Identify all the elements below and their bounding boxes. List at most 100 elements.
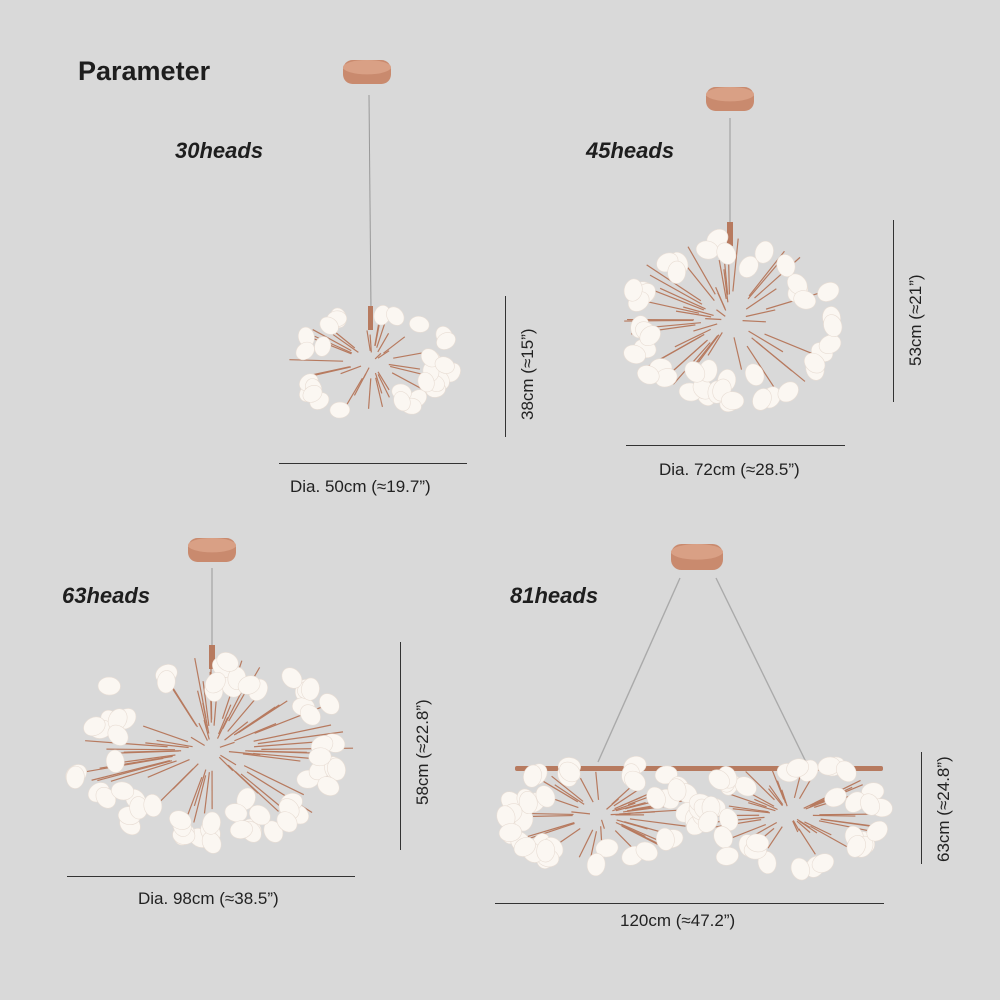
height-label-81: 63cm (≈24.8”) bbox=[934, 756, 953, 862]
leaf-icon bbox=[319, 693, 340, 715]
leaf-icon bbox=[202, 811, 221, 835]
leaf-icon bbox=[623, 278, 643, 302]
leaf-icon bbox=[639, 325, 661, 346]
height-line-30 bbox=[505, 296, 506, 437]
leaf-icon bbox=[738, 255, 759, 278]
heads-label-81: 81heads bbox=[510, 583, 599, 608]
leaf-icon bbox=[777, 381, 799, 403]
leaf-icon bbox=[434, 356, 455, 374]
leaf-icon bbox=[317, 776, 340, 796]
leaf-icon bbox=[860, 793, 880, 816]
diameter-label-81: 120cm (≈47.2”) bbox=[620, 911, 736, 930]
leaf-icon bbox=[708, 769, 730, 790]
leaf-icon bbox=[409, 315, 430, 333]
leaf-icon bbox=[107, 724, 129, 746]
leaf-icon bbox=[754, 240, 774, 264]
leaf-icon bbox=[308, 747, 332, 767]
leaf-icon bbox=[329, 401, 351, 419]
leaf-icon bbox=[281, 667, 303, 689]
leaf-icon bbox=[536, 839, 555, 863]
leaf-icon bbox=[513, 837, 536, 857]
leaf-icon bbox=[776, 254, 796, 277]
leaf-icon bbox=[237, 675, 261, 695]
leaf-icon bbox=[301, 677, 320, 701]
leaf-icon bbox=[786, 758, 810, 778]
leaf-icon bbox=[498, 823, 522, 842]
leaf-icon bbox=[586, 853, 606, 877]
leaf-icon bbox=[386, 306, 405, 326]
leaf-icon bbox=[299, 704, 321, 726]
leaf-icon bbox=[83, 716, 106, 737]
leaf-icon bbox=[646, 786, 666, 810]
leaf-icon bbox=[716, 242, 737, 265]
leaf-icon bbox=[667, 260, 686, 284]
diameter-label-45: Dia. 72cm (≈28.5”) bbox=[659, 460, 800, 479]
leaf-icon bbox=[635, 841, 658, 862]
leaf-icon bbox=[811, 853, 835, 873]
leaf-icon bbox=[836, 760, 857, 783]
height-line-45 bbox=[893, 220, 894, 402]
leaf-icon bbox=[276, 811, 298, 833]
heads-label-30: 30heads bbox=[175, 138, 264, 163]
leaf-icon bbox=[744, 363, 765, 386]
leaf-icon bbox=[417, 371, 435, 393]
leaf-icon bbox=[719, 808, 739, 831]
leaf-icon bbox=[697, 810, 719, 833]
leaf-icon bbox=[111, 781, 135, 801]
leaf-icon bbox=[204, 672, 226, 694]
heads-label-45: 45heads bbox=[586, 138, 675, 163]
height-line-63 bbox=[400, 642, 401, 850]
leaf-icon bbox=[216, 652, 239, 672]
leaf-icon bbox=[793, 290, 817, 310]
height-line-81 bbox=[921, 752, 922, 864]
leaf-icon bbox=[817, 281, 840, 302]
leaf-icon bbox=[97, 676, 121, 696]
leaf-icon bbox=[558, 761, 581, 783]
leaf-icon bbox=[715, 846, 739, 866]
leaf-icon bbox=[655, 827, 675, 851]
leaf-icon bbox=[746, 833, 770, 853]
diameter-label-63: Dia. 98cm (≈38.5”) bbox=[138, 889, 279, 908]
leaf-icon bbox=[846, 835, 866, 858]
leaf-icon bbox=[752, 388, 772, 411]
leaf-icon bbox=[824, 787, 847, 808]
leaf-icon bbox=[143, 793, 163, 817]
leaf-icon bbox=[637, 365, 660, 385]
leaf-icon bbox=[169, 810, 192, 830]
leaf-icon bbox=[523, 764, 542, 788]
leaf-icon bbox=[105, 749, 125, 773]
leaf-icon bbox=[314, 336, 332, 357]
page-title: Parameter bbox=[78, 56, 211, 86]
leaf-icon bbox=[595, 838, 619, 858]
leaf-icon bbox=[790, 857, 810, 881]
leaf-icon bbox=[66, 765, 85, 789]
heads-label-63: 63heads bbox=[62, 583, 151, 608]
diameter-line-63 bbox=[67, 876, 355, 877]
leaf-icon bbox=[667, 778, 687, 802]
leaf-icon bbox=[721, 391, 745, 410]
leaf-icon bbox=[224, 803, 248, 823]
diameter-line-81 bbox=[495, 903, 884, 904]
leaf-icon bbox=[535, 785, 556, 808]
leaf-icon bbox=[684, 361, 706, 383]
leaf-icon bbox=[393, 391, 411, 412]
leaf-icon bbox=[229, 820, 253, 839]
leaf-icon bbox=[518, 791, 538, 815]
leaf-icon bbox=[327, 757, 346, 781]
diameter-label-30: Dia. 50cm (≈19.7”) bbox=[290, 477, 431, 496]
diameter-line-45 bbox=[626, 445, 845, 446]
leaf-icon bbox=[803, 352, 826, 374]
leaf-icon bbox=[436, 332, 456, 350]
leaf-icon bbox=[823, 314, 843, 337]
leaf-icon bbox=[295, 341, 315, 361]
leaf-icon bbox=[623, 344, 646, 364]
leaf-icon bbox=[624, 770, 646, 792]
leaf-icon bbox=[866, 820, 888, 842]
leaf-icon bbox=[302, 384, 323, 403]
leaf-icon bbox=[156, 670, 176, 694]
leaf-icon bbox=[818, 334, 842, 354]
